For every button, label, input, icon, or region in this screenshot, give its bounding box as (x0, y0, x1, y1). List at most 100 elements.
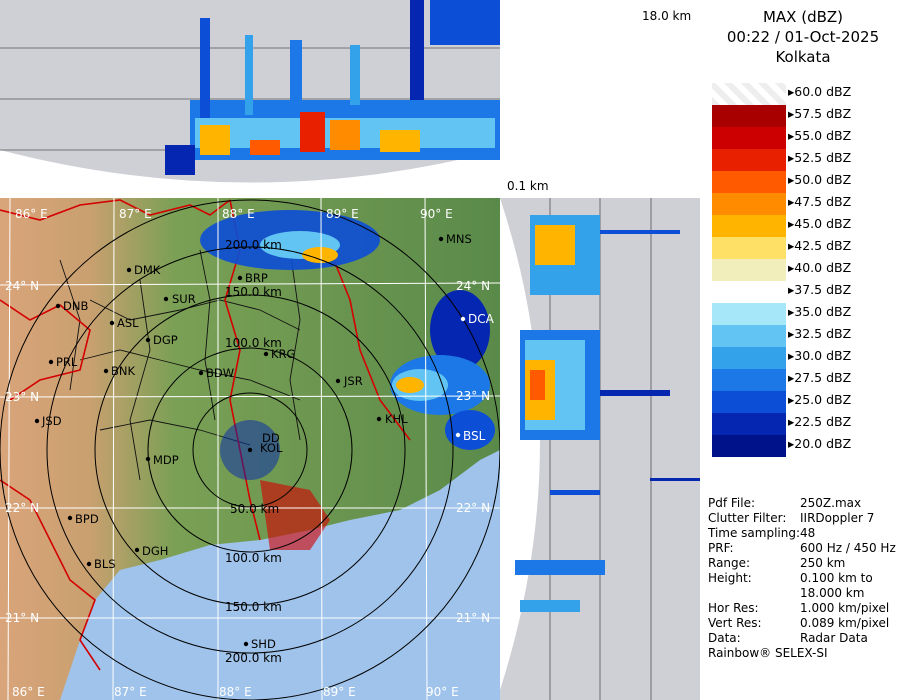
scale-swatch (712, 281, 786, 303)
scale-label: ▸40.0 dBZ (788, 260, 852, 275)
city-dmk: DMK (134, 263, 161, 277)
profile-top-height-label: 18.0 km (642, 9, 691, 23)
city-bpd: BPD (75, 512, 99, 526)
lon-label-top-88: 88° E (222, 207, 255, 221)
scale-label: ▸45.0 dBZ (788, 216, 852, 231)
scale-swatch (712, 127, 786, 149)
metadata-key: Range: (708, 556, 751, 570)
east-profile-panel (500, 198, 700, 700)
scale-swatch (712, 193, 786, 215)
scale-swatch (712, 215, 786, 237)
scale-swatch (712, 237, 786, 259)
ring-label-100-south: 100.0 km (225, 551, 282, 565)
metadata-key: Vert Res: (708, 616, 762, 630)
ring-label-150-south: 150.0 km (225, 600, 282, 614)
city-bsl: BSL (463, 429, 486, 443)
scale-swatch (712, 391, 786, 413)
lon-label-top-87: 87° E (119, 207, 152, 221)
metadata-value: IIRDoppler 7 (800, 511, 875, 525)
graticule (0, 198, 500, 700)
city-dd: DD (262, 431, 280, 445)
scale-label: ▸37.5 dBZ (788, 282, 852, 297)
scale-swatch (712, 259, 786, 281)
metadata-value: 1.000 km/pixel (800, 601, 890, 615)
scale-swatch (712, 413, 786, 435)
lon-label-bottom-90: 90° E (426, 685, 459, 699)
metadata-value: Radar Data (800, 631, 868, 645)
scale-label: ▸30.0 dBZ (788, 348, 852, 363)
ring-label-100-north: 100.0 km (225, 336, 282, 350)
metadata-key: Height: (708, 571, 752, 585)
scale-swatch (712, 325, 786, 347)
scale-label: ▸20.0 dBZ (788, 436, 852, 451)
lon-label-top-86: 86° E (15, 207, 48, 221)
scale-label: ▸50.0 dBZ (788, 172, 852, 187)
city-jsr: JSR (343, 374, 363, 388)
metadata-key: Clutter Filter: (708, 511, 787, 525)
info-panel: MAX (dBZ) 00:22 / 01-Oct-2025 Kolkata ▸6… (700, 0, 906, 700)
lon-label-top-90: 90° E (420, 207, 453, 221)
lon-label-bottom-87: 87° E (114, 685, 147, 699)
lat-label-left-23: 23° N (5, 390, 39, 404)
lat-label-right-23: 23° N (456, 389, 490, 403)
scale-swatch-empty (712, 83, 786, 105)
scale-swatch (712, 369, 786, 391)
metadata-value: 250Z.max (800, 496, 862, 510)
bay-of-bengal (60, 450, 500, 700)
city-bls: BLS (94, 557, 116, 571)
scale-swatch (712, 171, 786, 193)
lat-label-right-21: 21° N (456, 611, 490, 625)
city-dnb: DNB (63, 299, 88, 313)
east-profile-echoes (515, 215, 700, 612)
city-bnk: BNK (111, 364, 135, 378)
range-ring-labels: 200.0 km 150.0 km 100.0 km 50.0 km 100.0… (225, 238, 282, 665)
north-profile-panel (0, 0, 500, 198)
north-profile-echoes (165, 0, 500, 175)
metadata-key: Data: (708, 631, 741, 645)
scale-label: ▸42.5 dBZ (788, 238, 852, 253)
ring-label-200-south: 200.0 km (225, 651, 282, 665)
lat-label-right-24: 24° N (456, 279, 490, 293)
product-title: MAX (dBZ) (762, 8, 844, 26)
metadata-key: Time sampling: (708, 526, 801, 540)
scale-swatch (712, 347, 786, 369)
city-dgp: DGP (153, 333, 178, 347)
city-sur: SUR (172, 292, 196, 306)
scale-label: ▸27.5 dBZ (788, 370, 852, 385)
city-khl: KHL (385, 412, 408, 426)
metadata-value: 600 Hz / 450 Hz (800, 541, 896, 555)
city-bdw: BDW (206, 366, 234, 380)
scale-label: ▸55.0 dBZ (788, 128, 852, 143)
station-label: Kolkata (775, 48, 831, 66)
lat-label-right-22: 22° N (456, 501, 490, 515)
city-dca: DCA (468, 312, 495, 326)
scale-label: ▸25.0 dBZ (788, 392, 852, 407)
scale-label: ▸60.0 dBZ (788, 84, 852, 99)
city-shd: SHD (251, 637, 276, 651)
scale-swatch (712, 149, 786, 171)
lon-label-bottom-89: 89° E (323, 685, 356, 699)
scale-label: ▸22.5 dBZ (788, 414, 852, 429)
lat-label-left-22: 22° N (5, 501, 39, 515)
reflectivity-echoes (200, 210, 495, 480)
lat-label-left-21: 21° N (5, 611, 39, 625)
city-mdp: MDP (153, 453, 179, 467)
sundarbans-delta (260, 480, 330, 550)
credit-label: Rainbow® SELEX-SI (708, 646, 828, 660)
lon-label-bottom-86: 86° E (12, 685, 45, 699)
scale-swatch (712, 435, 786, 457)
lon-label-top-89: 89° E (326, 207, 359, 221)
metadata-value: 250 km (800, 556, 846, 570)
city-dgh: DGH (142, 544, 168, 558)
metadata-key: PRF: (708, 541, 734, 555)
profile-bottom-height-label: 0.1 km (507, 179, 549, 193)
ring-label-50-south: 50.0 km (230, 502, 279, 516)
scale-swatch (712, 105, 786, 127)
scale-label: ▸35.0 dBZ (788, 304, 852, 319)
ring-label-150-north: 150.0 km (225, 285, 282, 299)
city-asl: ASL (117, 316, 139, 330)
city-markers: MNS DMK BRP DNB SUR ASL DGP DCA KRG PRL … (34, 232, 495, 651)
scale-label: ▸47.5 dBZ (788, 194, 852, 209)
metadata-key: Hor Res: (708, 601, 759, 615)
